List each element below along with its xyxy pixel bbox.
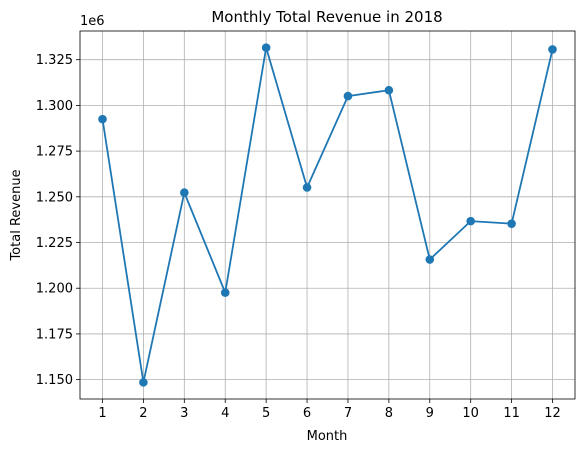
data-point xyxy=(343,91,353,101)
data-point xyxy=(548,45,557,54)
y-tick-label: 1.225 xyxy=(36,236,73,251)
plot-frame xyxy=(79,30,576,400)
y-tick-label: 1.150 xyxy=(36,373,73,388)
y-tick-label: 1.200 xyxy=(36,282,73,297)
y-tick-label: 1.175 xyxy=(36,327,73,342)
data-point xyxy=(261,43,271,52)
data-point xyxy=(302,183,312,192)
x-tick-label: 10 xyxy=(462,406,479,421)
x-tick-label: 7 xyxy=(344,406,352,421)
x-tick-label: 1 xyxy=(98,406,106,421)
x-tick-label: 5 xyxy=(262,406,270,421)
x-tick-label: 8 xyxy=(385,406,393,421)
series-line xyxy=(101,46,554,384)
y-tick-label: 1.300 xyxy=(36,99,73,114)
data-point xyxy=(180,188,189,197)
x-tick-label: 9 xyxy=(426,406,434,421)
grid xyxy=(80,31,575,399)
y-tick-label: 1.325 xyxy=(36,53,73,68)
data-point xyxy=(220,288,230,297)
x-axis-label: Month xyxy=(307,429,348,444)
y-tick-label: 1.275 xyxy=(36,145,73,160)
x-tick-label: 6 xyxy=(303,406,311,421)
x-tick-label: 12 xyxy=(544,406,561,421)
data-point xyxy=(139,378,148,387)
y-axis-offset-label: 1e6 xyxy=(80,14,105,29)
data-point xyxy=(384,85,394,95)
x-tick-label: 11 xyxy=(503,406,520,421)
axis-ticks: 1 2 3 4 5 6 7 8 9 10 11 121.1501.1751.2001.2251.250… xyxy=(36,53,561,421)
x-tick-label: 3 xyxy=(180,406,188,421)
data-point xyxy=(466,216,475,226)
x-tick-label: 4 xyxy=(221,406,229,421)
data-point xyxy=(425,255,435,264)
y-tick-label: 1.250 xyxy=(36,190,73,205)
chart-title: Monthly Total Revenue in 2018 xyxy=(211,8,442,26)
y-axis-label: Total Revenue xyxy=(9,169,24,261)
data-series xyxy=(98,43,557,387)
data-point xyxy=(507,219,516,228)
data-point xyxy=(98,114,107,124)
x-tick-label: 2 xyxy=(139,406,147,421)
